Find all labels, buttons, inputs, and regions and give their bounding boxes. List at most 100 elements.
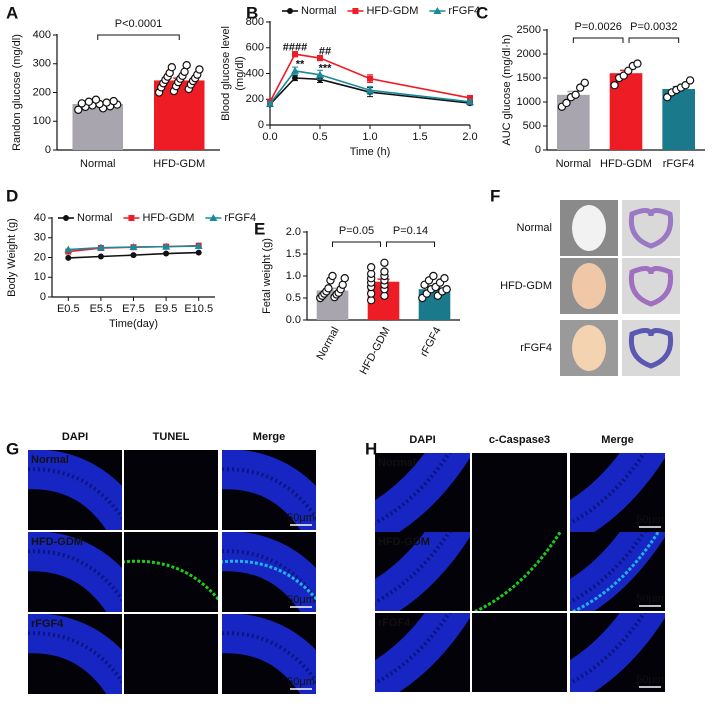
x-tick-label: 0.0 — [262, 131, 277, 143]
column-header: TUNEL — [153, 431, 190, 443]
data-point — [324, 284, 333, 293]
annotation: ## — [319, 46, 331, 58]
scale-bar-label: 50μm — [287, 676, 315, 688]
row-label: HFD-GDM — [31, 536, 83, 548]
y-axis-label: Fetal weight (g) — [261, 238, 273, 314]
data-point — [562, 98, 571, 108]
data-point — [167, 62, 177, 72]
panel-letter: A — [6, 3, 18, 22]
row-label: rFGF4 — [31, 618, 64, 630]
x-tick-label: 1.0 — [362, 131, 377, 143]
micrograph-bg — [124, 450, 218, 530]
marker — [64, 245, 73, 253]
legend-label: HFD-GDM — [366, 5, 418, 17]
marker — [163, 250, 170, 257]
marker — [291, 66, 299, 74]
significance-bracket — [97, 34, 180, 40]
annotation: P=0.14 — [393, 225, 428, 237]
y-tick-label: 100 — [33, 115, 51, 127]
panel-letter: H — [365, 439, 377, 458]
legend-label: Normal — [77, 212, 112, 224]
significance-bracket — [572, 37, 624, 43]
y-tick-label: 500 — [523, 120, 541, 132]
y-tick-label: 0 — [535, 144, 541, 156]
column-header: Merge — [253, 431, 285, 443]
column-header: DAPI — [62, 431, 88, 443]
y-tick-label: 1000 — [517, 96, 541, 108]
y-tick-label: 0 — [40, 291, 46, 303]
x-axis-label: Time(day) — [109, 318, 158, 330]
y-tick-label: 200 — [33, 86, 51, 98]
nuclei-band-edge — [375, 613, 452, 686]
panel-g: G DAPI Normal HFD-GDM rFGF4 TUNEL Merge 50μm 50μ… — [6, 431, 316, 694]
data-point — [580, 78, 589, 88]
significance-bracket — [628, 37, 680, 43]
annotation: P<0.0001 — [115, 18, 162, 30]
micrograph — [222, 614, 316, 694]
data-point — [109, 96, 118, 106]
annotation: P=0.0026 — [574, 21, 621, 33]
x-tick-label: HFD-GDM — [153, 158, 205, 170]
marker — [195, 249, 202, 256]
micrograph-bg — [124, 532, 218, 612]
x-tick-label: Normal — [556, 158, 591, 170]
data-point — [571, 90, 580, 100]
nuclei-band-edge — [570, 453, 647, 526]
legend-label: rFGF4 — [448, 5, 480, 17]
nuclei-band-edge — [570, 613, 647, 686]
marker — [366, 86, 374, 94]
y-tick-label: 10 — [34, 271, 46, 283]
legend-label: rFGF4 — [224, 212, 256, 224]
y-tick-label: 800 — [246, 16, 264, 28]
column-header: Merge — [601, 434, 633, 446]
y-tick-label: 300 — [33, 58, 51, 70]
marker — [292, 75, 298, 82]
embryo — [572, 263, 606, 309]
x-tick-label: HFD-GDM — [358, 325, 393, 376]
row-label: HFD-GDM — [378, 536, 430, 548]
micrograph — [124, 532, 218, 612]
micrograph — [375, 613, 470, 692]
data-point — [340, 274, 349, 283]
nuclei-band-edge — [28, 467, 122, 522]
annotation: *** — [319, 62, 333, 74]
y-tick-label: 1.0 — [286, 270, 301, 282]
marker — [96, 243, 105, 251]
y-axis-label: Blood glucose level — [220, 26, 232, 121]
x-tick-label: E9.5 — [155, 303, 178, 315]
y-tick-label: 2.0 — [286, 226, 301, 238]
panel-letter: B — [246, 3, 258, 22]
significance-bracket — [386, 241, 435, 247]
heart-section — [628, 266, 674, 307]
micrograph — [375, 532, 470, 611]
micrograph — [222, 532, 316, 612]
data-point — [328, 271, 337, 281]
marker — [352, 8, 359, 14]
data-point — [74, 105, 83, 114]
signal — [222, 559, 316, 602]
row-label: Normal — [378, 457, 416, 469]
marker — [128, 215, 135, 221]
y-tick-label: 400 — [246, 67, 264, 79]
panel-2: C 0 500 1000 1500 2000 2500 AUC glucose (mg/dl·… — [476, 3, 705, 170]
x-axis-label: Time (h) — [350, 146, 391, 158]
row-label: Normal — [31, 454, 69, 466]
data-point — [610, 80, 619, 90]
panel-1: B 0 200 400 600 800 Blood glucose level (mg/dl)… — [220, 3, 480, 157]
y-tick-label: 30 — [34, 232, 46, 244]
marker — [367, 75, 373, 82]
marker — [209, 214, 218, 221]
x-tick-label: rFGF4 — [418, 325, 444, 359]
x-tick-label: 2.0 — [462, 131, 477, 143]
annotation: ** — [296, 58, 305, 70]
data-point — [102, 98, 111, 107]
panel-letter: E — [254, 219, 265, 238]
data-point — [366, 263, 376, 272]
data-point — [91, 95, 101, 104]
column-header: DAPI — [409, 434, 435, 446]
marker — [266, 99, 274, 107]
marker — [162, 242, 171, 250]
annotation: P=0.05 — [339, 225, 374, 237]
data-point — [429, 271, 438, 281]
